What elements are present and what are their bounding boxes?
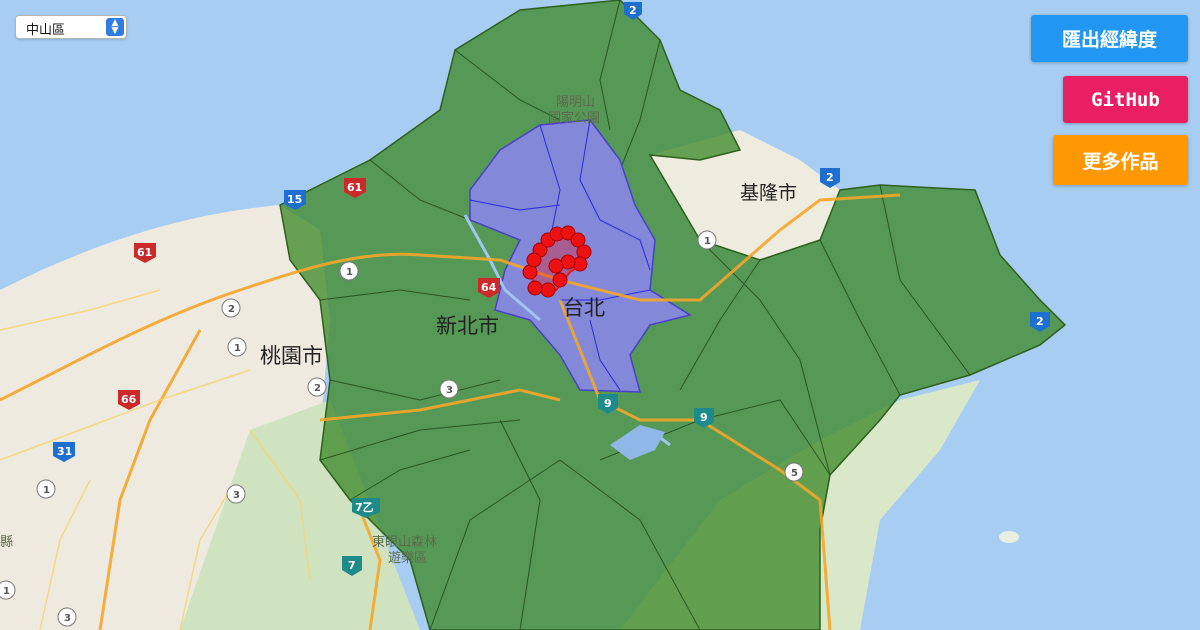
marker[interactable] bbox=[548, 258, 564, 274]
svg-text:1: 1 bbox=[346, 267, 353, 278]
svg-text:2: 2 bbox=[228, 304, 235, 315]
chevron-up-down-icon: ▲ ▼ bbox=[106, 18, 124, 36]
svg-text:9: 9 bbox=[604, 397, 612, 410]
github-button[interactable]: GitHub bbox=[1063, 76, 1188, 123]
taipei-district-borders bbox=[469, 119, 651, 391]
svg-text:5: 5 bbox=[791, 468, 798, 479]
svg-text:64: 64 bbox=[481, 281, 497, 294]
svg-text:9: 9 bbox=[700, 411, 708, 424]
label-new-taipei: 新北市 bbox=[436, 314, 499, 338]
label-taoyuan: 桃園市 bbox=[260, 344, 323, 368]
svg-text:15: 15 bbox=[287, 193, 302, 206]
label-dongyanshan-2: 遊樂區 bbox=[388, 550, 427, 566]
reservoir bbox=[610, 425, 665, 460]
label-dongyanshan-1: 東眼山森林 bbox=[372, 534, 437, 550]
svg-text:3: 3 bbox=[233, 490, 240, 501]
shield-2-e: 2 bbox=[307, 377, 327, 397]
marker[interactable] bbox=[570, 232, 586, 248]
svg-text:61: 61 bbox=[137, 246, 152, 259]
shield-7b: 7乙 bbox=[352, 498, 380, 518]
label-partial-county: 縣 bbox=[0, 535, 13, 550]
svg-text:1: 1 bbox=[234, 343, 241, 354]
export-coordinates-button[interactable]: 匯出經緯度 bbox=[1031, 15, 1188, 62]
shield-61-north: 61 bbox=[344, 178, 366, 198]
shield-2-east: 2 bbox=[1030, 312, 1050, 332]
shield-3-c: 3 bbox=[439, 379, 459, 399]
shield-1-a: 1 bbox=[339, 261, 359, 281]
svg-text:2: 2 bbox=[314, 383, 321, 394]
shield-1-b: 1 bbox=[227, 337, 247, 357]
svg-text:3: 3 bbox=[64, 613, 71, 624]
svg-text:2: 2 bbox=[826, 171, 834, 184]
shield-5: 5 bbox=[784, 462, 804, 482]
land-keelung bbox=[650, 130, 840, 260]
svg-text:61: 61 bbox=[347, 181, 362, 194]
shield-31: 31 bbox=[53, 442, 75, 462]
label-yangmingshan-1: 陽明山 bbox=[556, 95, 595, 110]
shield-64: 64 bbox=[478, 278, 500, 298]
svg-text:7乙: 7乙 bbox=[355, 501, 374, 514]
svg-text:2: 2 bbox=[629, 4, 637, 17]
shield-9-b: 9 bbox=[694, 408, 714, 428]
shield-66: 66 bbox=[118, 390, 140, 410]
svg-text:2: 2 bbox=[1036, 315, 1044, 328]
svg-text:66: 66 bbox=[121, 393, 137, 406]
marker-group[interactable] bbox=[522, 225, 592, 298]
label-taipei: 台北 bbox=[563, 296, 605, 320]
svg-text:1: 1 bbox=[43, 485, 50, 496]
svg-text:3: 3 bbox=[446, 385, 453, 396]
local-roads bbox=[0, 289, 311, 630]
islet bbox=[999, 531, 1019, 543]
marker[interactable] bbox=[540, 282, 556, 298]
svg-text:31: 31 bbox=[57, 445, 72, 458]
shield-61-west: 61 bbox=[134, 243, 156, 263]
marker[interactable] bbox=[552, 272, 568, 288]
shield-1-c: 1 bbox=[36, 479, 56, 499]
more-works-button[interactable]: 更多作品 bbox=[1053, 135, 1188, 185]
label-keelung: 基隆市 bbox=[740, 182, 797, 204]
svg-text:7: 7 bbox=[348, 559, 356, 572]
shield-1-e: 1 bbox=[0, 580, 16, 600]
district-select-value: 中山區 bbox=[26, 23, 66, 38]
shield-7: 7 bbox=[342, 556, 362, 576]
shield-3-a: 3 bbox=[226, 484, 246, 504]
svg-text:1: 1 bbox=[704, 236, 711, 247]
svg-text:1: 1 bbox=[3, 586, 10, 597]
shield-9-a: 9 bbox=[598, 394, 618, 414]
marker[interactable] bbox=[527, 280, 543, 296]
shield-15: 15 bbox=[284, 190, 306, 210]
shield-3-b: 3 bbox=[57, 607, 77, 627]
shield-2-top: 2 bbox=[624, 2, 642, 20]
shield-1-d: 1 bbox=[697, 230, 717, 250]
label-yangmingshan-2: 國家公園 bbox=[548, 110, 600, 126]
shield-2-keelung: 2 bbox=[820, 168, 840, 188]
district-select[interactable]: 中山區 ▲ ▼ bbox=[15, 15, 127, 39]
marker[interactable] bbox=[526, 252, 542, 268]
land-green-south bbox=[180, 400, 420, 630]
shield-2-d: 2 bbox=[221, 298, 241, 318]
